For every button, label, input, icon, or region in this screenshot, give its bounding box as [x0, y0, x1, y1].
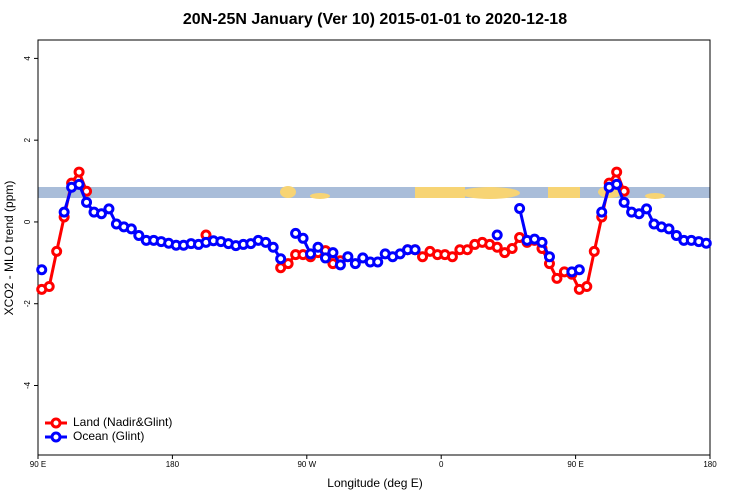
plot-frame — [37, 39, 711, 456]
data-point — [312, 241, 324, 253]
data-point — [81, 196, 93, 208]
data-point — [125, 223, 137, 235]
data-point — [58, 206, 70, 218]
legend-label: Land (Nadir&Glint) — [73, 415, 172, 429]
data-point — [663, 223, 675, 235]
data-point — [43, 281, 55, 293]
data-point — [588, 245, 600, 257]
x-tick-label: 180 — [703, 460, 717, 469]
y-tick-label: 0 — [23, 219, 32, 224]
legend-marker — [50, 431, 62, 443]
x-tick-label: 90 E — [567, 460, 583, 469]
data-point — [103, 203, 115, 215]
data-point — [305, 248, 317, 260]
data-point — [506, 243, 518, 255]
data-point — [641, 203, 653, 215]
x-tick-label: 180 — [166, 460, 180, 469]
y-tick-label: -2 — [23, 300, 32, 308]
data-point — [95, 208, 107, 220]
data-point — [267, 241, 279, 253]
data-point — [573, 264, 585, 276]
data-point — [611, 166, 623, 178]
data-point — [275, 253, 287, 265]
data-point — [536, 236, 548, 248]
series-line — [518, 208, 551, 258]
data-point — [491, 241, 503, 253]
data-point — [618, 196, 630, 208]
data-point — [73, 166, 85, 178]
y-tick-label: -4 — [23, 381, 32, 389]
y-axis-label: XCO2 - MLO trend (ppm) — [2, 181, 16, 316]
data-point — [327, 247, 339, 259]
data-point — [297, 232, 309, 244]
data-point — [417, 251, 429, 263]
x-axis-label: Longitude (deg E) — [327, 476, 422, 490]
chart-title: 20N-25N January (Ver 10) 2015-01-01 to 2… — [183, 11, 567, 28]
data-point — [514, 202, 526, 214]
data-point — [491, 229, 503, 241]
data-point — [409, 244, 421, 256]
data-point — [543, 251, 555, 263]
data-point — [596, 206, 608, 218]
data-point — [260, 236, 272, 248]
data-point — [670, 229, 682, 241]
data-point — [446, 251, 458, 263]
data-point — [633, 208, 645, 220]
data-point — [349, 258, 361, 270]
x-tick-label: 90 E — [30, 460, 46, 469]
legend-label: Ocean (Glint) — [73, 429, 144, 443]
x-tick-label: 0 — [439, 460, 444, 469]
data-point — [334, 259, 346, 271]
legend-marker — [50, 417, 62, 429]
data-point — [51, 245, 63, 257]
data-point — [372, 256, 384, 268]
data-point — [290, 227, 302, 239]
x-tick-label: 90 W — [297, 460, 316, 469]
data-point — [581, 281, 593, 293]
y-tick-label: 4 — [23, 56, 32, 61]
data-point — [133, 229, 145, 241]
data-point — [551, 272, 563, 284]
data-point — [73, 178, 85, 190]
data-point — [36, 264, 48, 276]
data-point — [611, 178, 623, 190]
data-point — [342, 251, 354, 263]
data-point — [700, 237, 712, 249]
data-point — [282, 258, 294, 270]
y-tick-label: 2 — [23, 137, 32, 142]
data-point — [319, 252, 331, 264]
data-point — [461, 244, 473, 256]
